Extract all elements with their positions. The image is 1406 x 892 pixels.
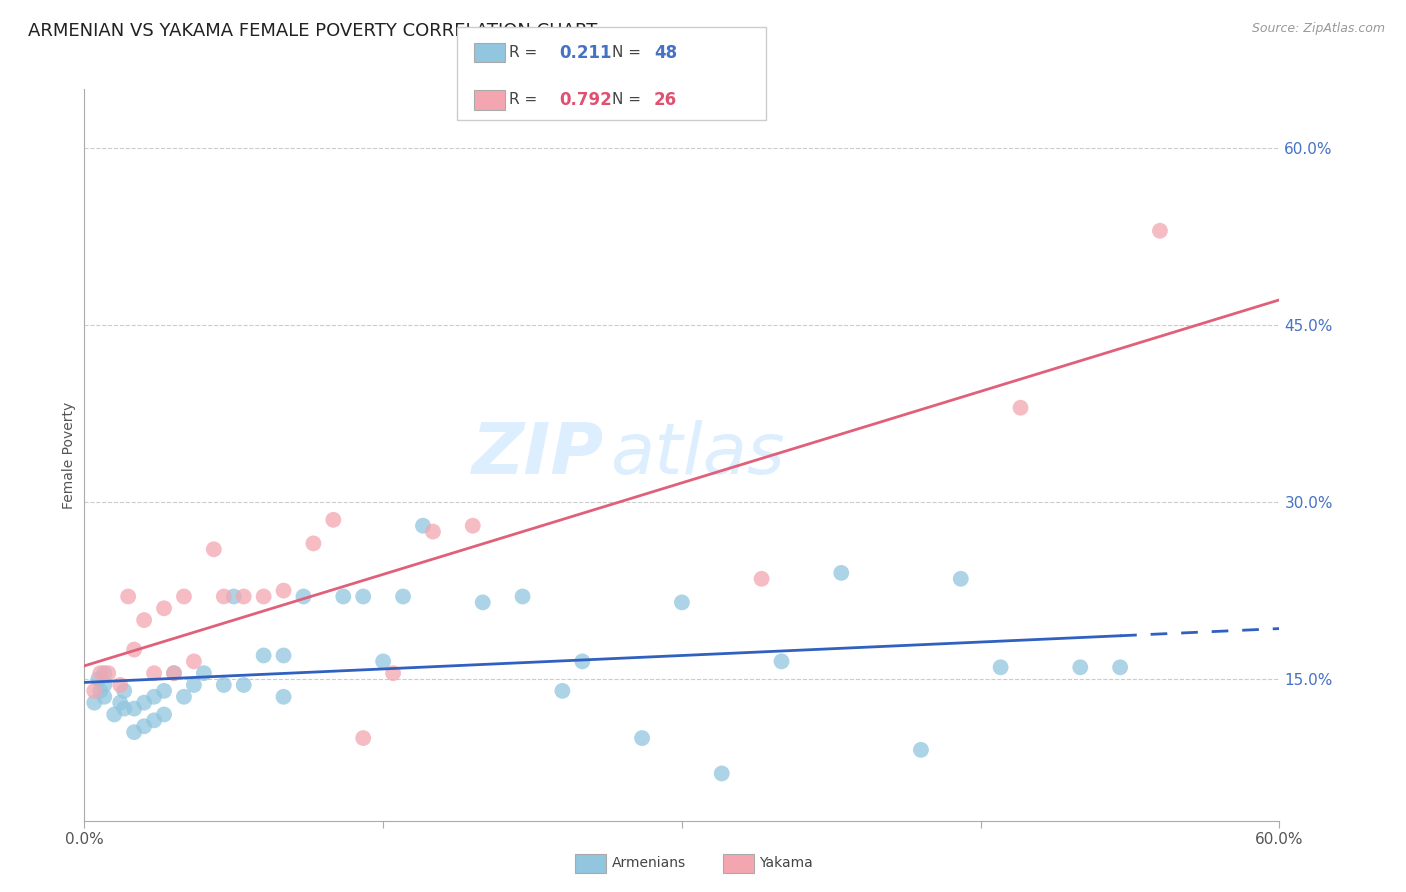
Text: R =: R = <box>509 93 543 107</box>
Point <box>143 690 166 704</box>
Text: 0.792: 0.792 <box>560 91 613 109</box>
Point <box>93 666 115 681</box>
Point <box>352 590 374 604</box>
Point <box>110 696 132 710</box>
Point <box>122 701 145 715</box>
Y-axis label: Female Poverty: Female Poverty <box>62 401 76 508</box>
Point <box>232 678 254 692</box>
Point <box>132 696 156 710</box>
Point <box>163 666 186 681</box>
Point <box>273 583 295 598</box>
Point <box>751 572 773 586</box>
Point <box>1149 224 1171 238</box>
Point <box>87 672 110 686</box>
Point <box>153 601 176 615</box>
Point <box>830 566 852 580</box>
Point <box>212 678 235 692</box>
Point <box>112 701 135 715</box>
Text: N =: N = <box>612 45 645 60</box>
Point <box>253 648 276 663</box>
Point <box>352 731 374 745</box>
Point <box>103 707 125 722</box>
Text: ARMENIAN VS YAKAMA FEMALE POVERTY CORRELATION CHART: ARMENIAN VS YAKAMA FEMALE POVERTY CORREL… <box>28 22 598 40</box>
Point <box>132 719 156 733</box>
Point <box>110 678 132 692</box>
Point <box>83 696 105 710</box>
Point <box>671 595 693 609</box>
Point <box>222 590 245 604</box>
Point <box>232 590 254 604</box>
Point <box>212 590 235 604</box>
Point <box>153 684 176 698</box>
Point <box>949 572 972 586</box>
Point <box>412 518 434 533</box>
Point <box>571 654 593 668</box>
Point <box>1069 660 1091 674</box>
Text: Armenians: Armenians <box>612 856 686 871</box>
Point <box>97 666 120 681</box>
Point <box>382 666 405 681</box>
Point <box>143 714 166 728</box>
Point <box>132 613 156 627</box>
Text: Source: ZipAtlas.com: Source: ZipAtlas.com <box>1251 22 1385 36</box>
Point <box>193 666 215 681</box>
Point <box>253 590 276 604</box>
Point <box>631 731 654 745</box>
Point <box>202 542 225 557</box>
Point <box>770 654 793 668</box>
Point <box>112 684 135 698</box>
Point <box>710 766 733 780</box>
Point <box>910 743 932 757</box>
Text: Yakama: Yakama <box>759 856 813 871</box>
Text: 48: 48 <box>654 44 676 62</box>
Point <box>122 642 145 657</box>
Point <box>332 590 354 604</box>
Point <box>143 666 166 681</box>
Point <box>273 690 295 704</box>
Point <box>1010 401 1032 415</box>
Point <box>93 678 115 692</box>
Point <box>422 524 444 539</box>
Point <box>183 678 205 692</box>
Text: N =: N = <box>612 93 645 107</box>
Point <box>512 590 534 604</box>
Text: R =: R = <box>509 45 543 60</box>
Point <box>292 590 315 604</box>
Point <box>471 595 494 609</box>
Point <box>173 690 195 704</box>
Point <box>173 590 195 604</box>
Point <box>273 648 295 663</box>
Point <box>373 654 395 668</box>
Point <box>302 536 325 550</box>
Point <box>163 666 186 681</box>
Point <box>117 590 139 604</box>
Point <box>990 660 1012 674</box>
Point <box>89 684 111 698</box>
Text: 26: 26 <box>654 91 676 109</box>
Point <box>183 654 205 668</box>
Point <box>83 684 105 698</box>
Point <box>89 666 111 681</box>
Point <box>153 707 176 722</box>
Point <box>1109 660 1132 674</box>
Point <box>322 513 344 527</box>
Text: 0.211: 0.211 <box>560 44 612 62</box>
Point <box>551 684 574 698</box>
Point <box>461 518 484 533</box>
Point <box>122 725 145 739</box>
Text: atlas: atlas <box>610 420 785 490</box>
Text: ZIP: ZIP <box>472 420 605 490</box>
Point <box>93 690 115 704</box>
Point <box>392 590 415 604</box>
